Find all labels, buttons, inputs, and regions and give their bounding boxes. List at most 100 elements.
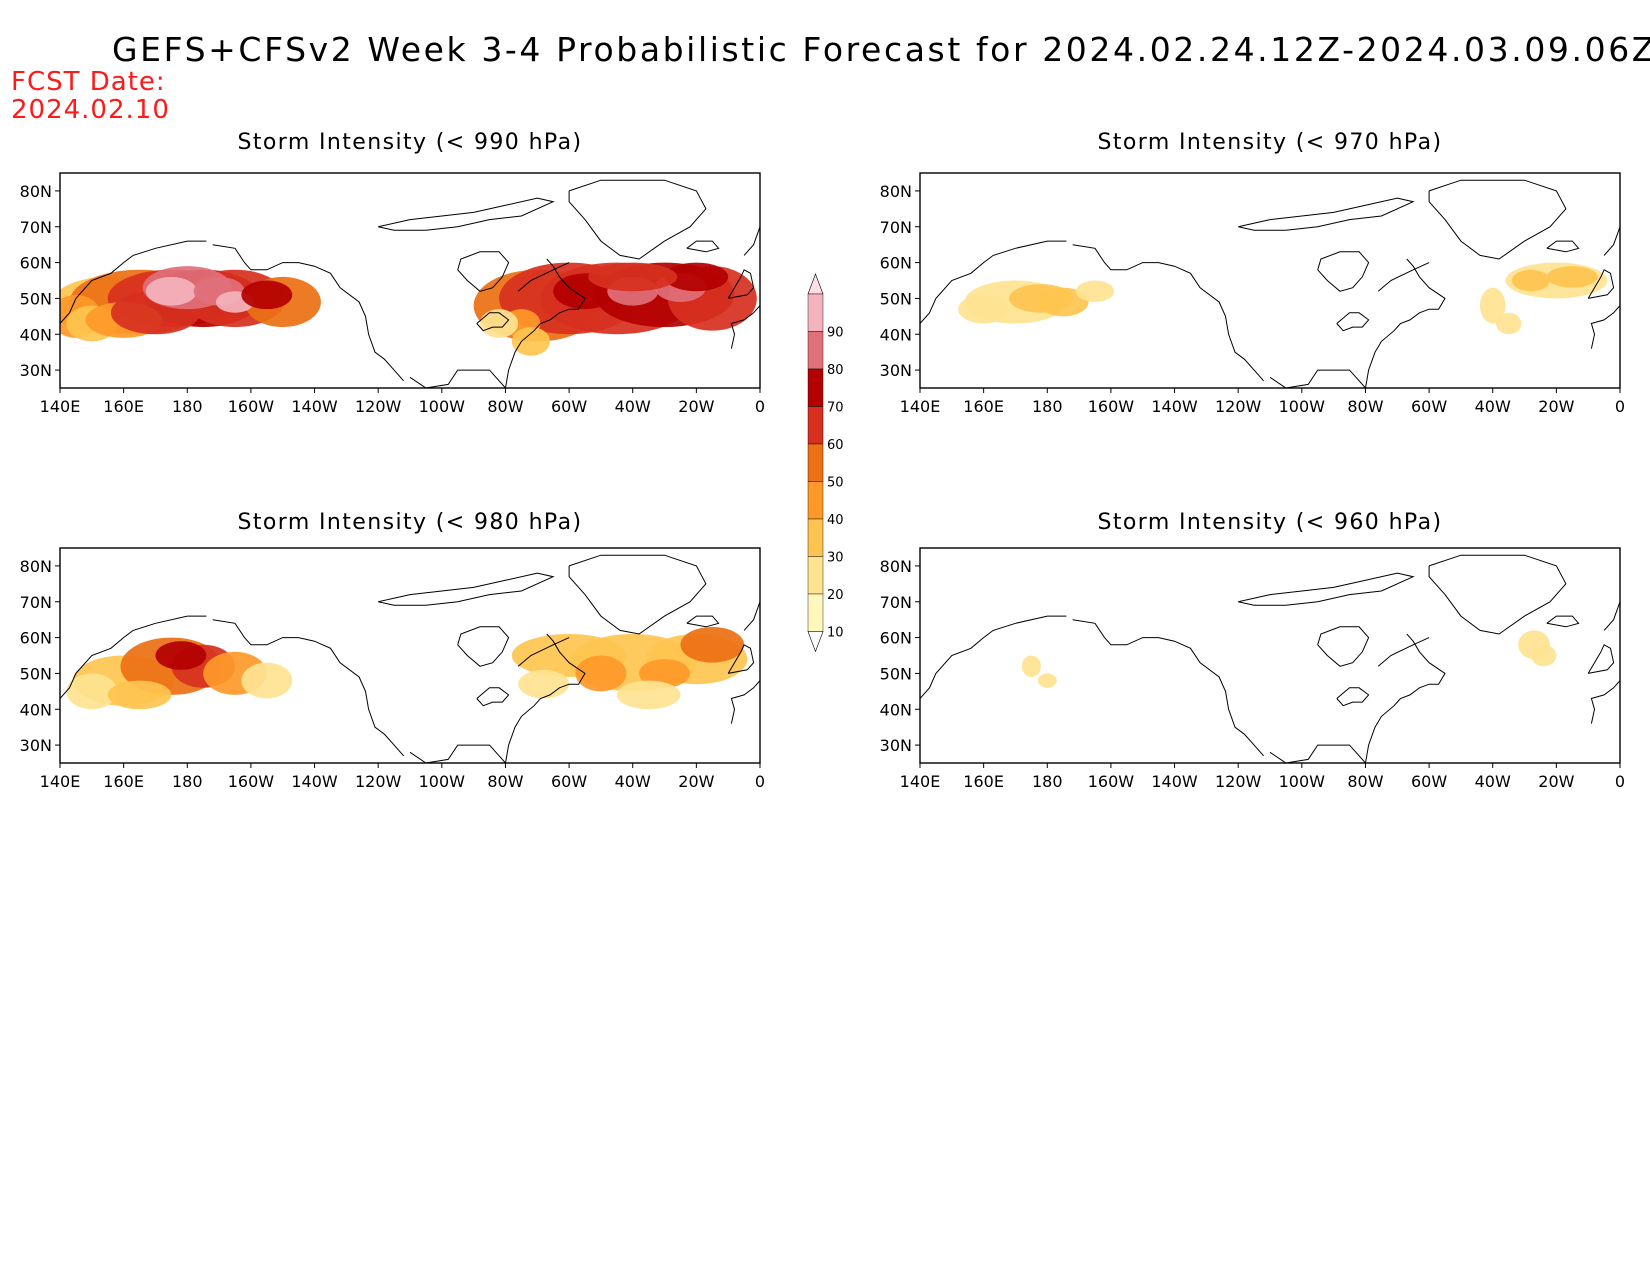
probability-area (680, 626, 745, 663)
lon-tick-label: 140E (900, 772, 941, 791)
lon-tick-label: 140E (40, 772, 81, 791)
colorbar-bottom-arrow (807, 631, 824, 653)
lon-tick-label: 20W (678, 397, 714, 416)
lon-tick-label: 120W (1215, 772, 1262, 791)
probability-area (107, 680, 172, 710)
coastline (730, 305, 760, 349)
probability-area (241, 662, 293, 699)
colorbar-level-label: 40 (827, 513, 844, 528)
coastline (476, 687, 510, 707)
coastline (1072, 619, 1264, 757)
lon-tick-label: 60W (1411, 397, 1447, 416)
coastline (476, 312, 510, 332)
lon-tick-label: 60W (1411, 772, 1447, 791)
colorbar-swatch (807, 518, 824, 557)
map-panel-960: 80N 70N 60N 50N 40N 30N 140E 160E 180 160W 140W 120… (880, 547, 1625, 791)
probability-area (1037, 673, 1057, 688)
main-title: GEFS+CFSv2 Week 3-4 Probabilistic Foreca… (112, 30, 1650, 69)
coastline (457, 626, 510, 667)
lon-tick-label: 160W (1088, 397, 1135, 416)
lat-tick-label: 60N (20, 629, 52, 648)
probability-area (145, 276, 197, 306)
lat-tick-label: 40N (20, 700, 52, 719)
probability-area (1495, 312, 1522, 335)
lon-tick-label: 140W (1151, 397, 1198, 416)
lat-tick-label: 70N (20, 593, 52, 612)
lon-tick-label: 160E (103, 397, 144, 416)
coastline (1072, 244, 1264, 382)
probability-area (518, 669, 570, 699)
probability-area (480, 309, 519, 338)
coastline (517, 262, 570, 292)
probability-area (616, 680, 681, 710)
lat-tick-label: 80N (880, 557, 912, 576)
lat-tick-label: 50N (20, 664, 52, 683)
probability-colorbar: 90 80 70 60 50 40 30 20 10 (807, 273, 844, 653)
lon-tick-label: 40W (1475, 397, 1511, 416)
coastline (920, 615, 1067, 699)
lon-tick-label: 20W (1538, 397, 1574, 416)
coastline (1603, 601, 1620, 631)
colorbar-level-label: 90 (827, 326, 844, 341)
lon-tick-label: 100W (419, 397, 466, 416)
lon-tick-label: 80W (1347, 397, 1383, 416)
lon-tick-label: 180 (172, 397, 203, 416)
lon-tick-label: 40W (615, 772, 651, 791)
colorbar-level-label: 20 (827, 588, 844, 603)
coastline (1269, 369, 1366, 388)
colorbar-swatch (807, 293, 824, 332)
map-panel-970: 80N 70N 60N 50N 40N 30N 140E 160E 180 160W 140W 120… (880, 172, 1625, 416)
probability-area (66, 673, 118, 710)
coastline (743, 601, 760, 631)
lat-tick-label: 30N (20, 361, 52, 380)
colorbar-level-label: 50 (827, 476, 844, 491)
colorbar-swatch (807, 368, 824, 407)
coastline (686, 615, 720, 628)
coastline (409, 369, 506, 388)
lat-tick-label: 50N (20, 289, 52, 308)
coastline (920, 240, 1067, 324)
coastline (212, 619, 404, 757)
probability-area (1546, 266, 1598, 288)
lon-tick-label: 60W (551, 397, 587, 416)
lon-tick-label: 160E (963, 397, 1004, 416)
probability-area (155, 641, 207, 670)
coastline (517, 637, 570, 667)
coastline (505, 258, 586, 388)
coastline (743, 226, 760, 256)
probability-area (664, 262, 729, 292)
forecast-date-value: 2024.02.10 (11, 95, 170, 125)
colorbar-level-label: 80 (827, 363, 844, 378)
forecast-date-block: FCST Date: 2024.02.10 (11, 68, 170, 124)
lon-tick-label: 80W (487, 772, 523, 791)
lon-tick-label: 120W (355, 397, 402, 416)
map-frame (919, 172, 1621, 389)
lon-tick-label: 140W (291, 397, 338, 416)
coastline (1603, 226, 1620, 256)
lon-tick-label: 0 (1615, 772, 1625, 791)
coastline (1428, 554, 1567, 635)
coastline (1546, 615, 1580, 628)
probability-shading (60, 554, 760, 763)
lat-tick-label: 70N (20, 218, 52, 237)
lat-tick-label: 50N (880, 289, 912, 308)
lon-tick-label: 160E (963, 772, 1004, 791)
probability-area (241, 280, 293, 310)
lon-tick-label: 0 (1615, 397, 1625, 416)
lon-tick-label: 180 (172, 772, 203, 791)
lon-tick-label: 140W (1151, 772, 1198, 791)
coastline (505, 633, 586, 763)
colorbar-level-label: 10 (827, 626, 844, 641)
colorbar-level-label: 30 (827, 551, 844, 566)
lon-tick-label: 80W (1347, 772, 1383, 791)
probability-area (1511, 269, 1550, 292)
probability-shading (920, 554, 1620, 763)
lat-tick-label: 70N (880, 593, 912, 612)
coastline (1365, 258, 1446, 388)
lat-tick-label: 80N (20, 182, 52, 201)
lat-tick-label: 60N (880, 254, 912, 273)
lat-tick-label: 30N (20, 736, 52, 755)
coastline (1238, 197, 1415, 231)
lat-tick-label: 60N (20, 254, 52, 273)
forecast-date-label: FCST Date: (11, 67, 166, 97)
